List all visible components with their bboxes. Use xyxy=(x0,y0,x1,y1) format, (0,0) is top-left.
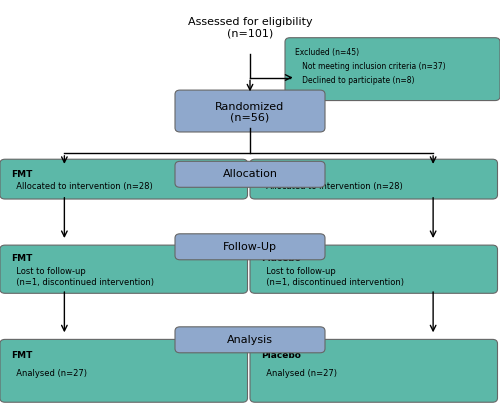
Text: (n=1, discontinued intervention): (n=1, discontinued intervention) xyxy=(11,278,154,287)
Text: FMT: FMT xyxy=(11,351,32,360)
Text: (n=1, discontinued intervention): (n=1, discontinued intervention) xyxy=(261,278,404,287)
Text: FMT: FMT xyxy=(11,170,32,178)
Text: Follow-Up: Follow-Up xyxy=(223,242,277,252)
FancyBboxPatch shape xyxy=(0,245,248,293)
Text: (n=56): (n=56) xyxy=(230,112,270,122)
FancyBboxPatch shape xyxy=(0,339,248,402)
Text: Not meeting inclusion criteria (n=37): Not meeting inclusion criteria (n=37) xyxy=(295,62,446,71)
Text: Placebo: Placebo xyxy=(261,170,301,178)
FancyBboxPatch shape xyxy=(250,339,498,402)
Text: Declined to participate (n=8): Declined to participate (n=8) xyxy=(295,76,414,85)
Text: Randomized: Randomized xyxy=(216,102,284,112)
FancyBboxPatch shape xyxy=(250,159,498,199)
FancyBboxPatch shape xyxy=(0,159,248,199)
Text: Excluded (n=45): Excluded (n=45) xyxy=(295,48,359,57)
Text: Analysed (n=27): Analysed (n=27) xyxy=(11,369,87,378)
Text: Allocation: Allocation xyxy=(222,169,278,179)
Text: Placebo: Placebo xyxy=(261,254,301,263)
Text: Placebo: Placebo xyxy=(261,351,301,360)
Text: Assessed for eligibility
(n=101): Assessed for eligibility (n=101) xyxy=(188,17,312,39)
Text: Analysed (n=27): Analysed (n=27) xyxy=(261,369,337,378)
Text: Analysis: Analysis xyxy=(227,335,273,345)
Text: FMT: FMT xyxy=(11,254,32,263)
FancyBboxPatch shape xyxy=(175,161,325,187)
Text: Allocated to intervention (n=28): Allocated to intervention (n=28) xyxy=(261,182,403,191)
FancyBboxPatch shape xyxy=(175,234,325,260)
Text: Allocated to intervention (n=28): Allocated to intervention (n=28) xyxy=(11,182,153,191)
Text: Lost to follow-up: Lost to follow-up xyxy=(261,267,336,276)
FancyBboxPatch shape xyxy=(175,90,325,132)
Text: Lost to follow-up: Lost to follow-up xyxy=(11,267,86,276)
FancyBboxPatch shape xyxy=(175,327,325,353)
FancyBboxPatch shape xyxy=(285,38,500,101)
FancyBboxPatch shape xyxy=(250,245,498,293)
